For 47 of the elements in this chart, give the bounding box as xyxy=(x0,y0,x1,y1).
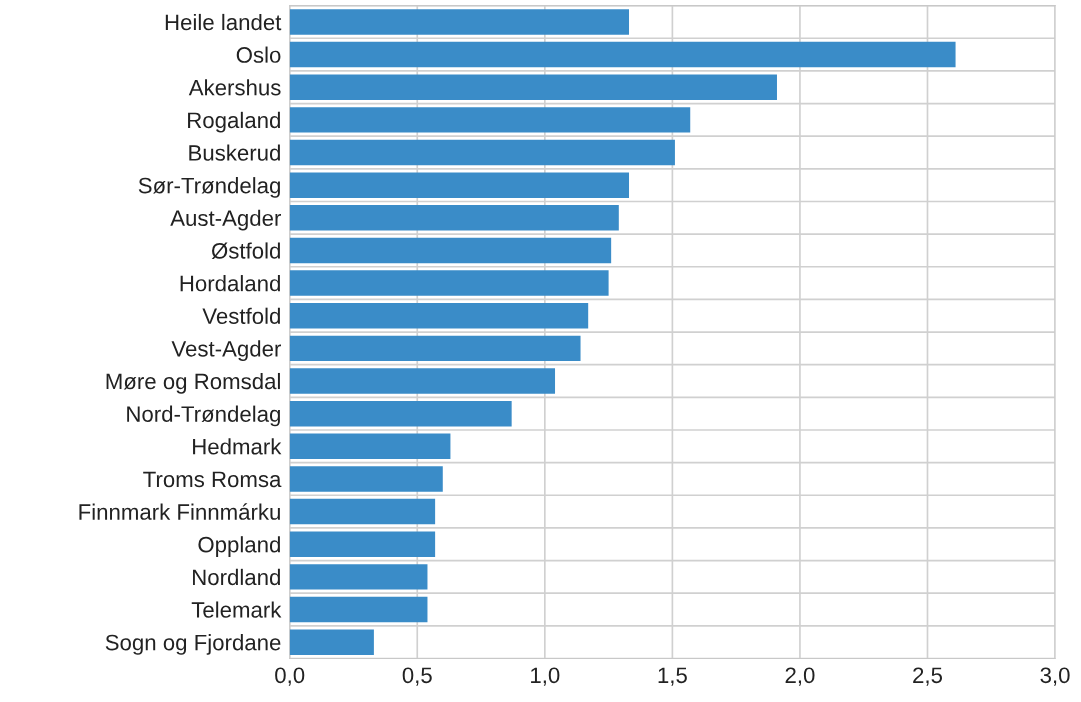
bar xyxy=(289,302,589,329)
y-tick-label: Rogaland xyxy=(188,111,280,133)
x-tick-label: 2,0 xyxy=(785,667,815,686)
x-tick-label: 2,5 xyxy=(913,667,943,686)
y-tick-label: Østfold xyxy=(211,242,280,260)
bar xyxy=(289,564,428,590)
y-tick-label: Nordland xyxy=(193,568,280,586)
bar xyxy=(289,466,443,492)
bar xyxy=(289,498,436,525)
x-tick-label: 0,5 xyxy=(402,667,432,686)
y-tick-label: Sør-Trøndelag xyxy=(138,177,280,198)
x-tick-label: 1,0 xyxy=(531,667,560,686)
bar xyxy=(289,531,436,557)
y-tick-label: Møre og Romsdal xyxy=(106,372,280,394)
y-tick-label: Buskerud xyxy=(189,144,280,161)
y-tick-label: Aust-Agder xyxy=(170,209,282,231)
bar xyxy=(289,270,609,296)
bar xyxy=(289,400,512,427)
y-tick-label: Sogn og Fjordane xyxy=(105,634,281,655)
bar xyxy=(289,107,691,133)
y-tick-label: Oslo xyxy=(236,46,281,63)
y-tick-label: Heile landet xyxy=(165,13,282,31)
bar xyxy=(289,9,630,35)
bar xyxy=(289,629,374,655)
bar xyxy=(289,368,556,394)
bar xyxy=(289,41,956,68)
y-tick-label: Finnmark Finnmárku xyxy=(79,503,280,520)
bar xyxy=(289,139,675,166)
x-tick-label: 1,5 xyxy=(658,667,687,686)
x-tick-label: 3,0 xyxy=(1040,667,1070,686)
y-tick-label: Vestfold xyxy=(202,307,280,324)
y-tick-label: Vest-Agder xyxy=(171,340,282,362)
bar xyxy=(289,237,612,264)
y-tick-label: Nord-Trøndelag xyxy=(127,405,280,427)
y-tick-label: Troms Romsa xyxy=(143,471,282,488)
y-tick-label: Akershus xyxy=(188,79,281,96)
y-tick-label: Telemark xyxy=(191,601,282,618)
bar xyxy=(289,74,777,100)
bar xyxy=(289,172,630,198)
bar xyxy=(289,596,428,623)
bar xyxy=(289,205,619,231)
bar xyxy=(289,335,581,362)
y-tick-label: Hordaland xyxy=(180,275,280,292)
bar xyxy=(289,433,451,460)
y-tick-label: Hedmark xyxy=(193,438,282,455)
y-tick-label: Oppland xyxy=(198,536,280,557)
x-tick-label: 0,0 xyxy=(275,667,305,686)
